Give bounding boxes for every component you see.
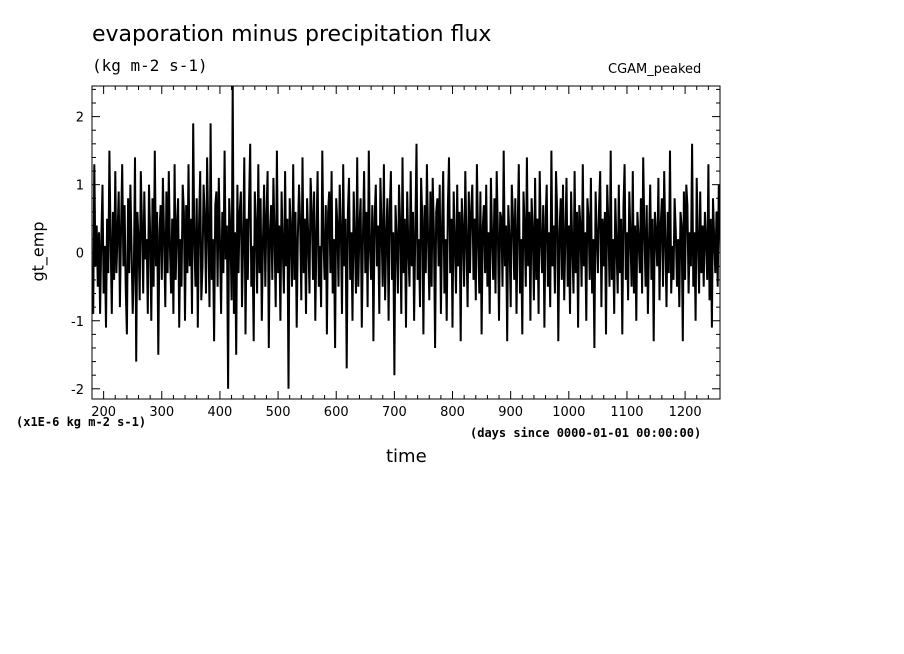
x-tick-label: 1000: [552, 405, 585, 420]
scale-note: (x1E-6 kg m-2 s-1): [16, 415, 147, 429]
y-tick-label: -2: [71, 383, 84, 398]
tick-labels: 200 300 400 500 600 700 800 900 1000 1100 1200 -2 -1…: [71, 111, 702, 420]
y-tick-label: 1: [76, 179, 84, 194]
units-label: (kg m-2 s-1): [92, 56, 208, 75]
series-group: [92, 86, 720, 389]
x-tick-label: 700: [382, 405, 407, 420]
chart-title: evaporation minus precipitation flux: [92, 22, 492, 47]
y-tick-label: 2: [76, 111, 84, 126]
x-tick-label: 900: [498, 405, 523, 420]
y-tick-label: -1: [71, 315, 84, 330]
x-tick-label: 1200: [669, 405, 702, 420]
x-tick-label: 600: [324, 405, 349, 420]
gt-emp-series-line: [92, 86, 720, 389]
y-tick-label: 0: [76, 247, 84, 262]
x-tick-label: 300: [149, 405, 174, 420]
x-tick-label: 400: [208, 405, 233, 420]
x-tick-label: 500: [266, 405, 291, 420]
x-axis-label: time: [386, 446, 427, 467]
time-origin-note: (days since 0000-01-01 00:00:00): [470, 426, 702, 440]
axis-ticks: [91, 86, 721, 399]
model-label: CGAM_peaked: [608, 62, 702, 77]
x-tick-label: 200: [91, 405, 116, 420]
x-tick-label: 1100: [610, 405, 643, 420]
x-tick-label: 800: [440, 405, 465, 420]
